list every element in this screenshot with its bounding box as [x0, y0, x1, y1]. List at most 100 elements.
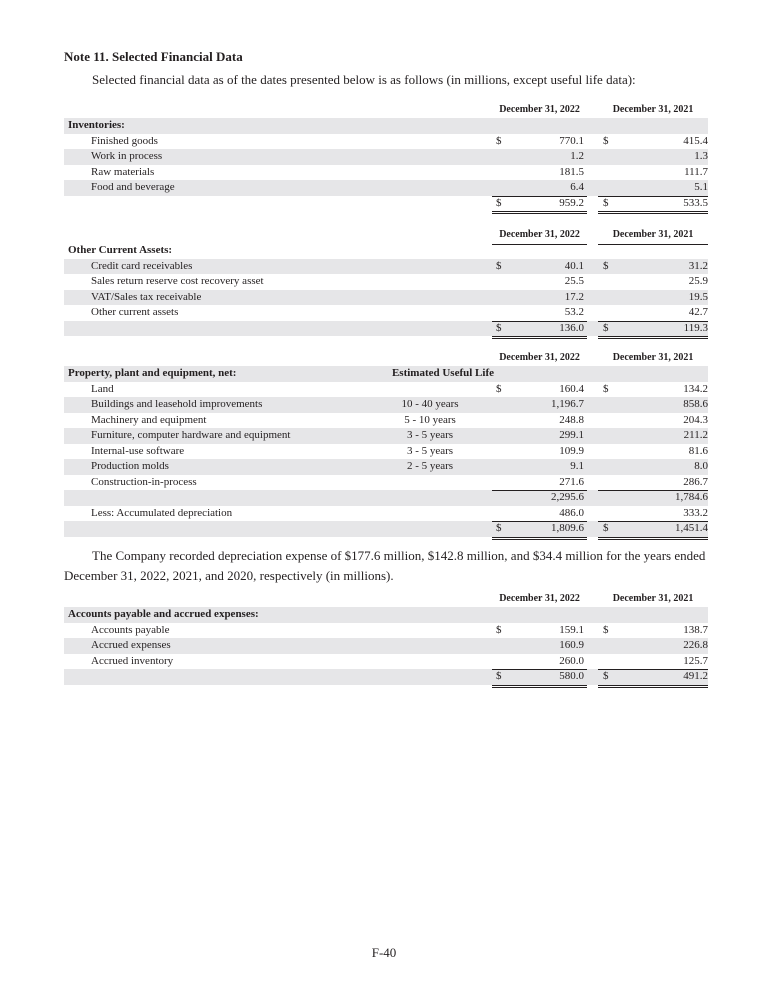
- underline: [598, 521, 708, 522]
- underline: [492, 521, 587, 522]
- dollar-sign: $: [496, 259, 502, 272]
- table-row: Work in process 1.2 1.3: [64, 149, 708, 165]
- double-underline: [598, 211, 708, 214]
- dollar-sign: $: [496, 321, 502, 334]
- table-row: Accrued expenses 160.9 226.8: [64, 638, 708, 654]
- row-label: Land: [91, 382, 114, 395]
- useful-life: 10 - 40 years: [401, 398, 459, 410]
- double-underline: [598, 684, 708, 688]
- value-2021: 1,784.6: [675, 491, 708, 503]
- column-header-2021: December 31, 2021: [598, 591, 708, 609]
- dollar-sign: $: [603, 522, 609, 534]
- row-label: Construction-in-process: [91, 475, 197, 488]
- row-label: Raw materials: [91, 165, 155, 178]
- underline: [492, 490, 587, 491]
- value-2021: 533.5: [683, 196, 708, 209]
- value-2021: 138.7: [683, 623, 708, 636]
- dollar-sign: $: [603, 321, 609, 334]
- useful-life: 5 - 10 years: [404, 413, 456, 426]
- table-row: VAT/Sales tax receivable 17.2 19.5: [64, 289, 708, 305]
- row-label: Furniture, computer hardware and equipme…: [91, 429, 291, 441]
- useful-life: 3 - 5 years: [406, 429, 454, 441]
- double-underline: [598, 336, 708, 339]
- value-2022: 1,809.6: [551, 522, 584, 534]
- underline: [598, 320, 708, 322]
- dollar-sign: $: [603, 259, 609, 272]
- table-row: Furniture, computer hardware and equipme…: [64, 428, 708, 444]
- row-label: Machinery and equipment: [91, 413, 207, 426]
- value-2021: 1,451.4: [675, 522, 708, 534]
- value-2022: 6.4: [570, 181, 584, 193]
- inventories-table: December 31, 2022 December 31, 2021 Invent…: [64, 101, 708, 214]
- double-underline: [492, 211, 587, 214]
- row-label: Credit card receivables: [91, 259, 193, 272]
- table-row: Accounts payable $159.1 $138.7: [64, 623, 708, 639]
- useful-life: 3 - 5 years: [406, 444, 454, 457]
- value-2021: 333.2: [683, 506, 708, 519]
- useful-life: 2 - 5 years: [406, 460, 454, 472]
- section-header-row: Inventories:: [64, 118, 708, 134]
- total-row: $1,809.6 $1,451.4: [64, 521, 708, 540]
- row-label: Sales return reserve cost recovery asset: [91, 275, 264, 287]
- table-row: Machinery and equipment 5 - 10 years 248.8…: [64, 413, 708, 429]
- dollar-sign: $: [496, 196, 502, 209]
- useful-life-header: Estimated Useful Life: [391, 367, 494, 379]
- table-row: Production molds 2 - 5 years 9.1 8.0: [64, 459, 708, 475]
- row-label: Production molds: [91, 460, 169, 472]
- column-header-row: December 31, 2022 December 31, 2021: [64, 226, 708, 245]
- value-2022: 109.9: [559, 444, 584, 457]
- column-header-2022: December 31, 2022: [492, 102, 587, 120]
- value-2021: 491.2: [683, 670, 708, 682]
- dollar-sign: $: [603, 134, 609, 147]
- underline: [598, 195, 708, 197]
- value-2021: 1.3: [694, 150, 708, 162]
- row-label: Finished goods: [91, 134, 158, 147]
- value-2021: 31.2: [688, 259, 708, 272]
- column-header-2022: December 31, 2022: [492, 227, 587, 245]
- dollar-sign: $: [603, 623, 609, 636]
- note-title: Note 11. Selected Financial Data: [64, 49, 243, 64]
- column-header-2021: December 31, 2021: [598, 227, 708, 245]
- value-2022: 136.0: [559, 321, 584, 334]
- value-2021: 5.1: [694, 181, 708, 193]
- value-2022: 2,295.6: [551, 491, 584, 503]
- table-row: Sales return reserve cost recovery asset…: [64, 274, 708, 290]
- table-row: Buildings and leasehold improvements 10 -…: [64, 397, 708, 413]
- double-underline: [598, 536, 708, 540]
- dollar-sign: $: [603, 670, 609, 682]
- underline: [598, 669, 708, 670]
- value-2022: 53.2: [564, 306, 584, 318]
- underline: [492, 195, 587, 197]
- dollar-sign: $: [603, 382, 609, 395]
- table-row: Land $160.4 $134.2: [64, 382, 708, 398]
- underline: [492, 669, 587, 670]
- value-2021: 25.9: [688, 275, 708, 287]
- table-row: Other current assets 53.2 42.7: [64, 305, 708, 321]
- value-2022: 1.2: [570, 150, 584, 162]
- value-2022: 299.1: [559, 429, 584, 441]
- value-2021: 226.8: [683, 639, 708, 651]
- table-row: Credit card receivables $40.1 $31.2: [64, 258, 708, 274]
- section-header-row: Property, plant and equipment, net: Estim…: [64, 366, 708, 382]
- intro-text: Selected financial data as of the dates …: [92, 72, 636, 87]
- row-label: Buildings and leasehold improvements: [91, 398, 263, 410]
- row-label: Other current assets: [91, 306, 179, 318]
- double-underline: [492, 536, 587, 540]
- value-2021: 134.2: [683, 382, 708, 395]
- double-underline: [492, 684, 587, 688]
- total-row: $959.2 $533.5: [64, 195, 708, 214]
- section-header-row: Accounts payable and accrued expenses:: [64, 607, 708, 623]
- dollar-sign: $: [603, 196, 609, 209]
- ppe-table: December 31, 2022 December 31, 2021 Proper…: [64, 349, 708, 540]
- row-label: Work in process: [91, 150, 163, 162]
- dollar-sign: $: [496, 670, 502, 682]
- value-2021: 211.2: [683, 429, 708, 441]
- value-2022: 260.0: [559, 654, 584, 667]
- row-label: Less: Accumulated depreciation: [91, 506, 233, 519]
- value-2021: 204.3: [683, 413, 708, 426]
- table-row: Internal-use software 3 - 5 years 109.9 81.…: [64, 444, 708, 460]
- value-2021: 119.3: [683, 321, 708, 334]
- row-label: Accrued inventory: [91, 654, 174, 667]
- table-row: Accrued inventory 260.0 125.7: [64, 654, 708, 670]
- column-header-row: December 31, 2022 December 31, 2021: [64, 101, 708, 120]
